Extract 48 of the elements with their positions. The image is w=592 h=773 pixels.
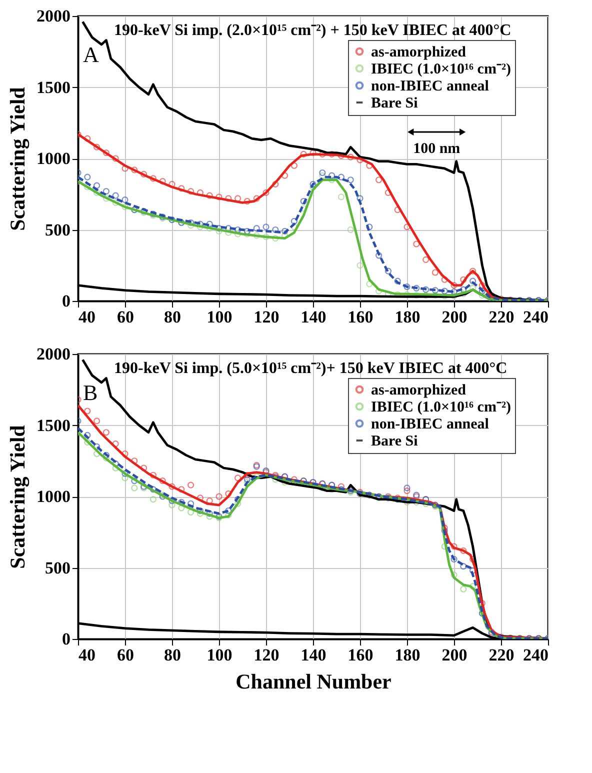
x-tick-label: 160: [348, 308, 374, 326]
x-tick-label: 120: [254, 308, 280, 326]
x-tick-label: 180: [394, 646, 420, 664]
y-tick-label: 1000: [36, 487, 70, 506]
x-tick-label: 100: [206, 308, 232, 326]
legend-label: non-IBIEC anneal: [371, 78, 489, 94]
x-tick-label: 60: [117, 308, 134, 326]
x-tick-label: 200: [442, 308, 468, 326]
x-tick-label: 140: [300, 308, 326, 326]
legend-label: IBIEC (1.0×10¹⁶ cm⁻²): [371, 62, 511, 78]
x-tick-label: 40: [78, 308, 96, 326]
x-tick-label: 100: [206, 646, 232, 664]
x-tick-label: 120: [254, 646, 280, 664]
annotation: 100 nm: [413, 141, 461, 157]
legend-label: as-amorphized: [371, 44, 467, 60]
y-tick-label: 1500: [36, 78, 70, 97]
legend-label: IBIEC (1.0×10¹⁶ cm⁻²): [371, 400, 511, 416]
y-tick-label: 1500: [36, 416, 70, 435]
x-tick-label: 140: [300, 646, 326, 664]
x-tick-label: 240: [523, 646, 548, 664]
annotation: A: [83, 42, 99, 67]
y-tick-label: 500: [45, 220, 70, 240]
y-axis-title: Scattering Yield: [6, 86, 30, 231]
x-tick-label: 180: [394, 308, 420, 326]
x-axis-title: Channel Number: [236, 670, 392, 694]
y-tick-label: 0: [62, 630, 70, 648]
legend-label: Bare Si: [371, 96, 418, 112]
legend-label: as-amorphized: [371, 382, 467, 398]
x-tick-label: 80: [164, 646, 181, 664]
chart-title: 190-keV Si imp. (5.0×10¹⁵ cm⁻²)+ 150 keV IBIEC at 400°C: [114, 360, 508, 377]
y-tick-label: 0: [62, 292, 70, 310]
x-tick-label: 200: [442, 646, 468, 664]
x-tick-label: 60: [117, 646, 134, 664]
y-tick-label: 500: [45, 558, 70, 578]
x-tick-label: 240: [523, 308, 548, 326]
y-tick-label: 2000: [36, 6, 70, 26]
chart-title: 190-keV Si imp. (2.0×10¹⁵ cm⁻²) + 150 keV IBIEC at 400°C: [114, 22, 512, 39]
x-tick-label: 80: [164, 308, 181, 326]
legend-label: Bare Si: [371, 434, 418, 450]
y-tick-label: 1000: [36, 149, 70, 168]
x-tick-label: 220: [488, 308, 514, 326]
x-tick-label: 220: [488, 646, 514, 664]
x-tick-label: 40: [78, 646, 96, 664]
legend-label: non-IBIEC anneal: [371, 416, 489, 432]
y-axis-title: Scattering Yield: [6, 424, 30, 569]
y-tick-label: 2000: [36, 344, 70, 364]
x-tick-label: 160: [348, 646, 374, 664]
annotation: B: [83, 380, 98, 405]
